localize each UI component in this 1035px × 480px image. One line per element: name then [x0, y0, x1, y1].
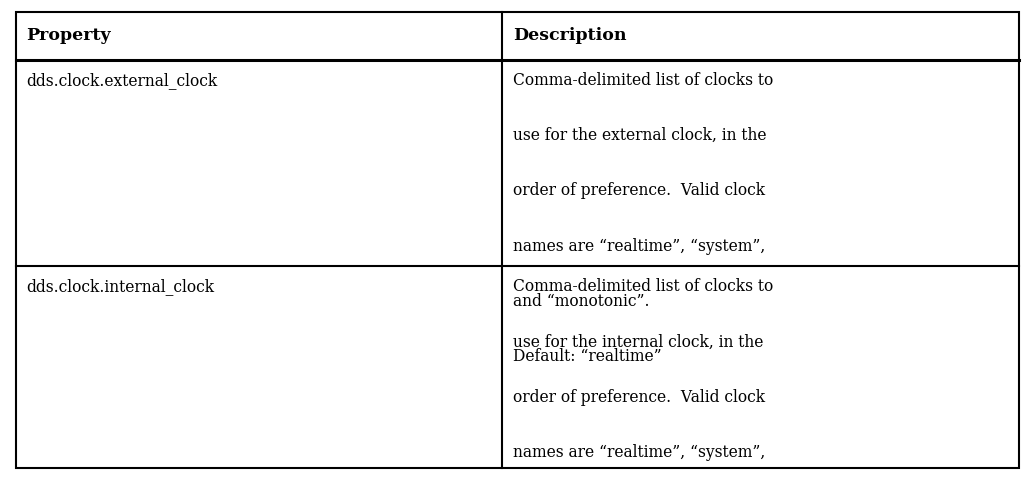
Text: names are “realtime”, “system”,: names are “realtime”, “system”, [512, 444, 765, 461]
Text: Comma-delimited list of clocks to: Comma-delimited list of clocks to [512, 278, 773, 295]
Text: names are “realtime”, “system”,: names are “realtime”, “system”, [512, 238, 765, 254]
Text: order of preference.  Valid clock: order of preference. Valid clock [512, 182, 765, 199]
Text: Description: Description [512, 27, 626, 45]
Text: and “monotonic”.: and “monotonic”. [512, 293, 649, 310]
Text: order of preference.  Valid clock: order of preference. Valid clock [512, 389, 765, 406]
Text: use for the external clock, in the: use for the external clock, in the [512, 127, 766, 144]
Text: Default: “realtime”: Default: “realtime” [512, 348, 661, 365]
Text: dds.clock.internal_clock: dds.clock.internal_clock [26, 278, 214, 295]
Text: Property: Property [26, 27, 111, 45]
Text: Comma-delimited list of clocks to: Comma-delimited list of clocks to [512, 72, 773, 89]
Text: dds.clock.external_clock: dds.clock.external_clock [26, 72, 217, 89]
Text: use for the internal clock, in the: use for the internal clock, in the [512, 334, 763, 350]
